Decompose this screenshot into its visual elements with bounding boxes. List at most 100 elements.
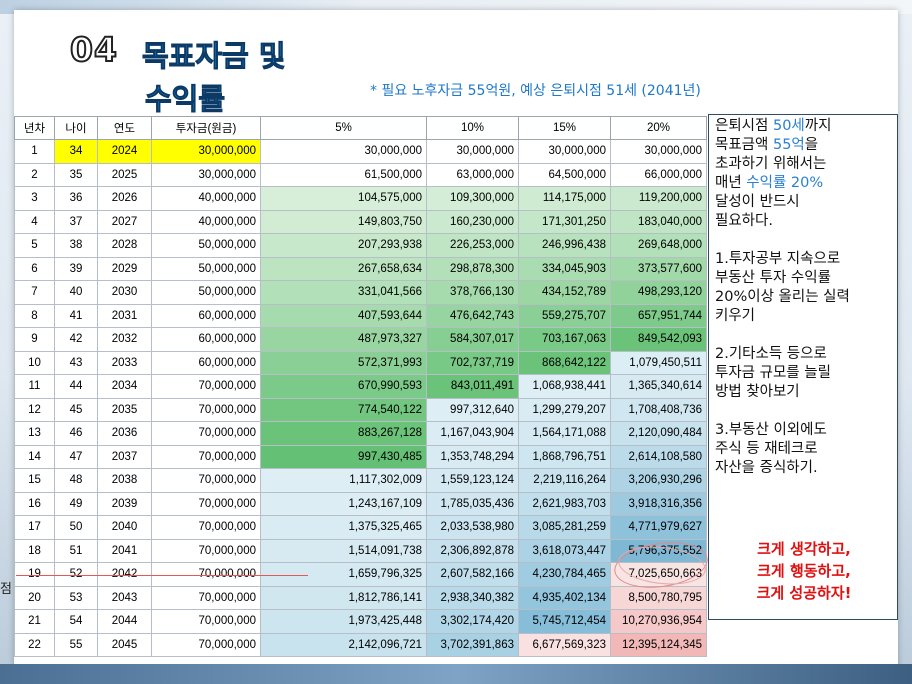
table-value-cell: 70,000,000: [151, 515, 261, 540]
table-value-cell: 1,353,748,294: [426, 444, 519, 469]
table-value-cell: 70,000,000: [151, 562, 261, 587]
table-cell: 16: [14, 491, 55, 516]
table-value-cell: 70,000,000: [151, 538, 261, 563]
table-value-cell: 104,575,000: [260, 186, 427, 211]
strategy-item-1: 키우기: [715, 308, 756, 324]
table-value-cell: 3,302,174,420: [426, 609, 519, 634]
table-value-cell: 3,702,391,863: [426, 632, 519, 657]
table-value-cell: 843,011,491: [426, 374, 519, 399]
table-value-cell: 2,219,116,264: [518, 468, 611, 493]
table-value-cell: 40,000,000: [151, 209, 261, 234]
page-title-line1: 목표자금 및: [142, 39, 286, 74]
table-value-cell: 2,621,983,703: [518, 491, 611, 516]
table-cell: 6: [14, 256, 55, 281]
table-value-cell: 7,025,650,663: [610, 562, 707, 587]
side-highlight-rate: 수익률 20%: [746, 175, 824, 191]
table-cell: 2041: [97, 538, 152, 563]
table-value-cell: 2,033,538,980: [426, 515, 519, 540]
table-cell: 54: [54, 609, 98, 634]
table-value-cell: 1,243,167,109: [260, 491, 427, 516]
table-cell: 17: [14, 515, 55, 540]
table-cell: 39: [54, 256, 98, 281]
table-cell: 46: [54, 421, 98, 446]
table-value-cell: 70,000,000: [151, 585, 261, 610]
table-cell: 45: [54, 397, 98, 422]
table-cell: 2025: [97, 162, 152, 187]
table-value-cell: 50,000,000: [151, 256, 261, 281]
slogan-line: 크게 성공하자!: [756, 584, 852, 602]
table-value-cell: 60,000,000: [151, 350, 261, 375]
table-cell: 2043: [97, 585, 152, 610]
table-value-cell: 207,293,938: [260, 233, 427, 258]
strategy-item-3: 주식 등 재테크로: [715, 441, 818, 457]
header-age: 나이: [54, 116, 98, 140]
table-value-cell: 226,253,000: [426, 233, 519, 258]
table-value-cell: 559,275,707: [518, 303, 611, 328]
strategy-panel: 은퇴시점 50세까지 목표금액 55억을 초과하기 위해서는 매년 수익률 20…: [708, 114, 898, 620]
side-text: 매년: [715, 175, 747, 191]
table-row: 20 53 2043 70,000,000 1,812,786,141 2,938,340…: [14, 585, 707, 610]
table-cell: 12: [14, 397, 55, 422]
table-value-cell: 160,230,000: [426, 209, 519, 234]
table-value-cell: 183,040,000: [610, 209, 707, 234]
table-value-cell: 30,000,000: [518, 139, 611, 164]
side-text: 까지: [804, 118, 832, 134]
table-cell: 5: [14, 233, 55, 258]
table-value-cell: 3,085,281,259: [518, 515, 611, 540]
table-value-cell: 1,785,035,436: [426, 491, 519, 516]
table-value-cell: 171,301,250: [518, 209, 611, 234]
table-value-cell: 5,796,375,552: [610, 538, 707, 563]
strategy-item-3: 자산을 증식하기.: [715, 460, 818, 476]
table-row: 19 52 2042 70,000,000 1,659,796,325 2,607,582…: [14, 562, 707, 587]
table-value-cell: 572,371,993: [260, 350, 427, 375]
table-value-cell: 269,648,000: [610, 233, 707, 258]
table-value-cell: 2,938,340,382: [426, 585, 519, 610]
table-cell: 18: [14, 538, 55, 563]
table-value-cell: 2,142,096,721: [260, 632, 427, 657]
table-row: 17 50 2040 70,000,000 1,375,325,465 2,033,538…: [14, 515, 707, 540]
table-value-cell: 63,000,000: [426, 162, 519, 187]
table-value-cell: 487,973,327: [260, 327, 427, 352]
table-row: 8 41 2031 60,000,000 407,593,644 476,642,743 5…: [14, 303, 707, 328]
table-cell: 2035: [97, 397, 152, 422]
table-cell: 40: [54, 280, 98, 305]
table-value-cell: 1,708,408,736: [610, 397, 707, 422]
strategy-item-2: 방법 찾아보기: [715, 384, 800, 400]
table-value-cell: 498,293,120: [610, 280, 707, 305]
table-row: 3 36 2026 40,000,000 104,575,000 109,300,000 1…: [14, 186, 707, 211]
table-value-cell: 70,000,000: [151, 397, 261, 422]
table-cell: 37: [54, 209, 98, 234]
table-value-cell: 1,514,091,738: [260, 538, 427, 563]
retirement-note: * 필요 노후자금 55억원, 예상 은퇴시점 51세 (2041년): [370, 83, 701, 99]
table-cell: 53: [54, 585, 98, 610]
side-text: 은퇴시점: [715, 118, 773, 134]
table-cell: 11: [14, 374, 55, 399]
table-value-cell: 1,365,340,614: [610, 374, 707, 399]
table-value-cell: 2,607,582,166: [426, 562, 519, 587]
table-row: 2 35 2025 30,000,000 61,500,000 63,000,000 64,…: [14, 162, 707, 187]
table-value-cell: 70,000,000: [151, 609, 261, 634]
table-value-cell: 4,771,979,627: [610, 515, 707, 540]
table-value-cell: 2,614,108,580: [610, 444, 707, 469]
page-title-line2: 수익률: [144, 82, 226, 117]
table-cell: 36: [54, 186, 98, 211]
table-value-cell: 30,000,000: [151, 162, 261, 187]
header-rate-5: 5%: [260, 116, 427, 140]
table-value-cell: 61,500,000: [260, 162, 427, 187]
table-cell: 10: [14, 350, 55, 375]
table-value-cell: 30,000,000: [610, 139, 707, 164]
table-cell: 35: [54, 162, 98, 187]
table-value-cell: 149,803,750: [260, 209, 427, 234]
table-value-cell: 868,642,122: [518, 350, 611, 375]
table-cell: 51: [54, 538, 98, 563]
table-value-cell: 1,079,450,511: [610, 350, 707, 375]
table-value-cell: 1,564,171,088: [518, 421, 611, 446]
side-highlight-amount: 55억: [772, 137, 805, 153]
table-cell: 9: [14, 327, 55, 352]
strategy-item-1: 1.투자공부 지속으로: [715, 251, 841, 267]
table-cell: 2032: [97, 327, 152, 352]
table-cell: 47: [54, 444, 98, 469]
table-row: 6 39 2029 50,000,000 267,658,634 298,878,300 3…: [14, 256, 707, 281]
cut-off-label: 점: [0, 582, 12, 597]
slogan-line: 크게 행동하고,: [757, 562, 851, 580]
